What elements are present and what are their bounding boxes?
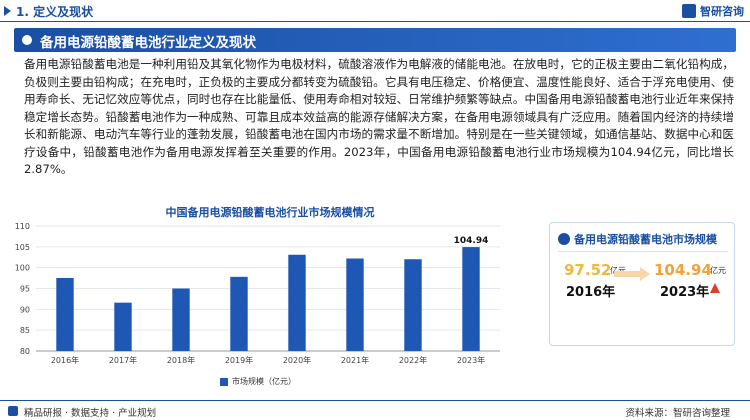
section-marker-icon bbox=[4, 6, 11, 16]
y-tick-label: 110 bbox=[15, 222, 30, 231]
y-tick-label: 90 bbox=[20, 305, 30, 314]
body-paragraph: 备用电源铅酸蓄电池是一种利用铅及其氧化物作为电极材料，硫酸溶液作为电解液的储能电… bbox=[24, 57, 734, 176]
x-tick-label: 2019年 bbox=[225, 355, 253, 365]
right-unit: 亿元 bbox=[710, 266, 726, 275]
top-divider bbox=[0, 21, 750, 22]
chart-title: 中国备用电源铅酸蓄电池行业市场规模情况 bbox=[165, 206, 375, 219]
x-tick-label: 2018年 bbox=[167, 355, 195, 365]
section-title: 1. 定义及现状 bbox=[16, 5, 94, 19]
growth-arrow-icon bbox=[614, 267, 650, 281]
heading-bullet-icon bbox=[22, 35, 32, 45]
top-bar: 1. 定义及现状 智研咨询 bbox=[0, 0, 750, 22]
bar bbox=[114, 302, 132, 351]
left-year: 2016年 bbox=[566, 285, 616, 300]
bar bbox=[56, 278, 74, 351]
footer-left: 精品研报 · 数据支持 · 产业规划 bbox=[24, 408, 157, 419]
legend-swatch bbox=[220, 377, 228, 386]
data-label: 104.94 bbox=[454, 236, 489, 246]
y-tick-label: 105 bbox=[15, 243, 30, 252]
heading-title: 备用电源铅酸蓄电池行业定义及现状 bbox=[40, 35, 256, 51]
right-value: 104.94 bbox=[654, 261, 712, 279]
chart-legend: 市场规模（亿元） bbox=[220, 376, 296, 387]
y-tick-label: 85 bbox=[20, 326, 30, 335]
up-arrow-icon bbox=[710, 283, 720, 293]
x-tick-label: 2022年 bbox=[399, 355, 427, 365]
bar bbox=[230, 276, 248, 351]
panel-title-row: 备用电源铅酸蓄电池市场规模 bbox=[558, 231, 717, 247]
bar bbox=[404, 259, 422, 351]
summary-panel: 备用电源铅酸蓄电池市场规模 97.52 亿元 2016年 104.94 亿元 2… bbox=[549, 222, 735, 346]
y-tick-label: 100 bbox=[15, 264, 30, 273]
y-tick-label: 80 bbox=[20, 347, 30, 356]
y-tick-label: 95 bbox=[20, 285, 30, 294]
brand-logo-icon bbox=[682, 4, 696, 18]
bar bbox=[172, 288, 190, 351]
bar-chart: 80 85 90 95 100 105 110 2016年 2017年 2018年 2019年 202… bbox=[15, 222, 500, 365]
bar bbox=[346, 258, 364, 351]
legend-label: 市场规模（亿元） bbox=[232, 377, 296, 386]
brand-name: 智研咨询 bbox=[700, 5, 744, 18]
x-tick-label: 2023年 bbox=[457, 355, 485, 365]
bar bbox=[288, 254, 306, 351]
panel-title: 备用电源铅酸蓄电池市场规模 bbox=[574, 233, 717, 246]
left-unit: 亿元 bbox=[610, 266, 626, 275]
bar bbox=[462, 247, 480, 351]
x-tick-label: 2017年 bbox=[109, 355, 137, 365]
x-tick-label: 2016年 bbox=[51, 355, 79, 365]
left-value: 97.52 bbox=[564, 261, 612, 279]
panel-bullet-icon bbox=[558, 233, 570, 245]
panel-divider bbox=[558, 251, 728, 252]
brand: 智研咨询 bbox=[682, 3, 744, 19]
footer-logo-icon bbox=[8, 406, 18, 416]
x-tick-label: 2021年 bbox=[341, 355, 369, 365]
footer: 精品研报 · 数据支持 · 产业规划 资料来源：智研咨询整理 bbox=[0, 400, 750, 420]
heading-bar: 备用电源铅酸蓄电池行业定义及现状 bbox=[14, 28, 736, 52]
x-tick-label: 2020年 bbox=[283, 355, 311, 365]
footer-source: 资料来源：智研咨询整理 bbox=[625, 408, 730, 419]
right-year: 2023年 bbox=[660, 285, 710, 300]
